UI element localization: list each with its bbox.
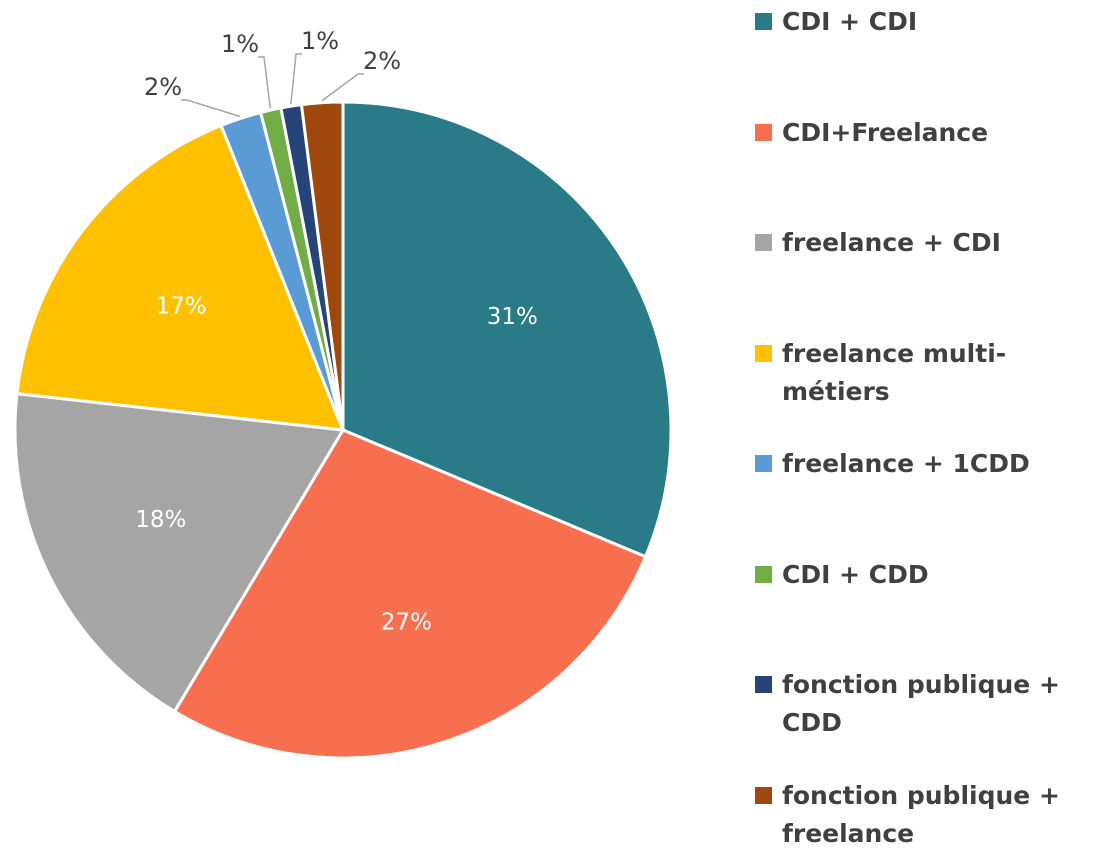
leader-line xyxy=(181,99,241,118)
legend-item: freelance + CDI xyxy=(755,224,1090,262)
legend-swatch xyxy=(755,565,772,583)
pie-slice xyxy=(172,428,648,760)
pie-slice xyxy=(15,123,346,432)
data-label: 2% xyxy=(144,73,182,101)
legend-swatch xyxy=(755,455,772,472)
legend-item: freelance + 1CDD xyxy=(755,445,1090,483)
data-label: 18% xyxy=(135,507,186,533)
pie-slice xyxy=(341,100,673,559)
data-label: 1% xyxy=(221,30,259,58)
legend-swatch xyxy=(755,123,772,141)
legend-item: fonction publique + freelance xyxy=(755,777,1090,850)
legend-label: freelance + 1CDD xyxy=(782,449,1030,478)
legend-item: freelance multi-métiers xyxy=(755,335,1090,411)
legend-swatch xyxy=(755,234,772,251)
leader-line xyxy=(321,73,364,102)
data-label: 1% xyxy=(301,27,339,55)
data-label: 17% xyxy=(156,293,207,319)
legend-label: freelance multi-métiers xyxy=(782,338,1007,406)
legend-swatch xyxy=(755,786,772,804)
legend: CDI + CDI CDI+Freelance freelance + CDI fre… xyxy=(755,0,1090,850)
data-label: 27% xyxy=(381,610,432,636)
pie-slice xyxy=(299,100,345,431)
data-label: 2% xyxy=(363,47,401,75)
legend-item: fonction publique + CDD xyxy=(755,666,1090,742)
legend-label: CDI + CDD xyxy=(782,559,929,589)
legend-item: CDI + CDD xyxy=(755,556,1090,594)
legend-swatch xyxy=(755,13,772,30)
legend-label: fonction publique + freelance xyxy=(782,780,1060,848)
pie-slice xyxy=(13,391,346,714)
leader-line xyxy=(290,53,302,105)
legend-swatch xyxy=(755,344,772,362)
legend-label: freelance + CDI xyxy=(782,228,1001,257)
legend-item: CDI + CDI xyxy=(755,3,1090,41)
leader-line xyxy=(258,56,272,109)
legend-label: CDI+Freelance xyxy=(782,117,989,147)
legend-label: CDI + CDI xyxy=(782,7,918,36)
legend-item: CDI+Freelance xyxy=(755,114,1090,152)
data-label: 31% xyxy=(487,304,538,330)
legend-swatch xyxy=(755,676,772,693)
legend-label: fonction publique + CDD xyxy=(782,670,1060,737)
